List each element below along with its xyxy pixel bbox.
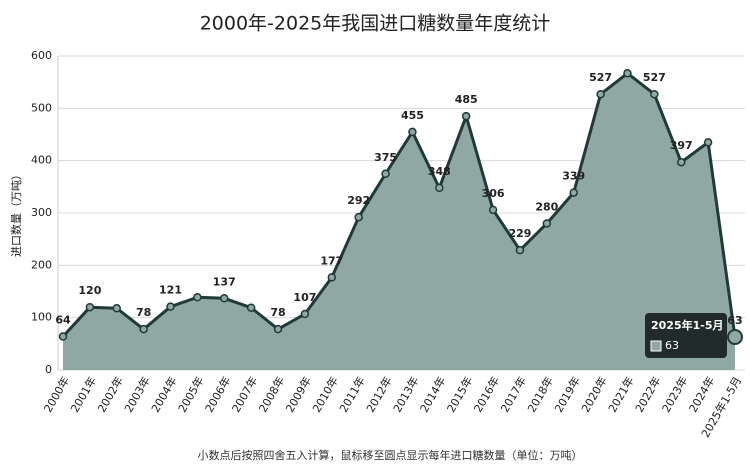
tooltip-title: 2025年1-5月 <box>651 318 724 332</box>
point <box>193 293 202 302</box>
value-label: 306 <box>482 187 505 200</box>
value-label: 121 <box>159 284 182 297</box>
y-tick-label: 0 <box>45 363 52 376</box>
y-tick-label: 100 <box>31 311 52 324</box>
value-label: 177 <box>320 254 343 267</box>
point <box>542 219 552 228</box>
point <box>354 212 363 222</box>
point <box>623 69 632 78</box>
value-label: 229 <box>508 227 531 240</box>
point <box>515 245 525 255</box>
y-tick-label: 600 <box>31 49 52 62</box>
area <box>63 73 735 371</box>
point <box>727 329 743 346</box>
value-label: 107 <box>293 291 316 304</box>
y-tick-label: 200 <box>31 258 52 271</box>
tooltip-value: 63 <box>665 339 679 352</box>
point <box>488 205 498 215</box>
point <box>569 188 578 197</box>
point <box>220 294 229 303</box>
y-tick-label: 300 <box>31 206 52 219</box>
point <box>650 89 659 99</box>
point <box>596 89 605 99</box>
y-axis-label: 进口数量（万吨） <box>10 169 23 257</box>
y-tick-label: 400 <box>31 154 52 167</box>
value-label: 78 <box>270 306 285 319</box>
point <box>246 303 256 312</box>
line <box>61 71 737 338</box>
tooltip-box <box>645 313 727 358</box>
value-label: 137 <box>213 275 236 288</box>
point <box>139 324 148 334</box>
value-label: 485 <box>455 93 478 106</box>
point <box>166 302 175 311</box>
value-label: 64 <box>55 314 71 327</box>
point <box>435 183 444 193</box>
point <box>703 138 713 147</box>
point <box>273 324 283 334</box>
tooltip-swatch <box>650 340 662 352</box>
value-label: 63 <box>727 314 742 327</box>
value-label: 527 <box>643 71 666 84</box>
point <box>381 169 390 178</box>
value-label: 397 <box>670 139 693 152</box>
value-label: 78 <box>136 306 151 319</box>
value-label: 280 <box>535 200 558 213</box>
value-label: 348 <box>428 165 451 178</box>
value-label: 455 <box>401 109 424 122</box>
y-tick-label: 500 <box>31 101 52 114</box>
point <box>676 157 686 167</box>
point <box>112 303 122 313</box>
point <box>461 111 471 121</box>
value-label: 339 <box>562 170 585 183</box>
point <box>327 273 337 282</box>
point <box>85 302 95 312</box>
chart-title: 2000年-2025年我国进口糖数量年度统计 <box>200 13 551 35</box>
value-label: 375 <box>374 151 397 164</box>
point <box>408 127 417 137</box>
footnote: 小数点后按照四舍五入计算，鼠标移至圆点显示每年进口糖数量（单位：万吨） <box>198 448 583 462</box>
value-label: 527 <box>589 71 612 84</box>
point <box>58 332 68 341</box>
value-label: 292 <box>347 194 370 207</box>
point <box>300 309 310 319</box>
value-label: 120 <box>78 284 101 297</box>
